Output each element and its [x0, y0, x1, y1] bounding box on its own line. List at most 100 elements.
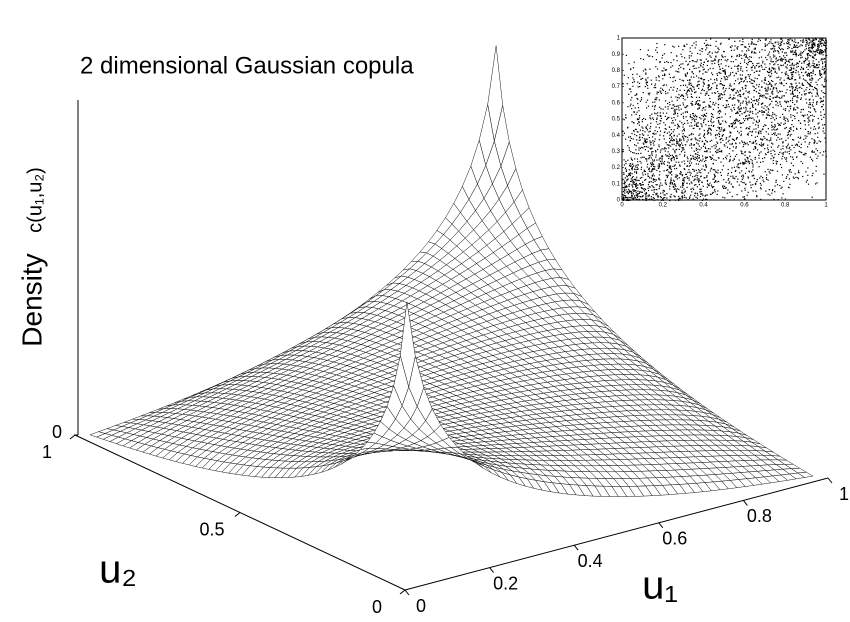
inset-point: [714, 92, 716, 94]
inset-point: [778, 67, 780, 70]
inset-point: [768, 51, 771, 53]
inset-point: [727, 103, 729, 106]
inset-point: [624, 192, 626, 194]
inset-point: [637, 168, 639, 170]
inset-point: [822, 54, 824, 56]
inset-point: [665, 148, 667, 150]
inset-point: [766, 70, 768, 73]
inset-point: [717, 157, 720, 159]
inset-point: [813, 63, 816, 65]
inset-point: [705, 159, 707, 162]
inset-point: [671, 122, 673, 124]
inset-point: [629, 190, 631, 192]
inset-point: [681, 161, 683, 163]
inset-point: [698, 184, 700, 186]
inset-point: [710, 132, 712, 134]
inset-point: [753, 119, 755, 121]
inset-point: [774, 153, 776, 155]
inset-point: [660, 197, 662, 199]
inset-point: [785, 126, 788, 129]
inset-point: [653, 108, 656, 110]
inset-point: [814, 133, 816, 135]
inset-point: [823, 69, 825, 71]
inset-point: [727, 76, 729, 78]
inset-point: [761, 66, 763, 68]
inset-point: [693, 88, 695, 90]
inset-point: [768, 189, 770, 191]
inset-point: [793, 64, 795, 66]
inset-point: [784, 127, 786, 129]
inset-point: [812, 101, 814, 104]
inset-point: [747, 127, 750, 130]
inset-point: [802, 175, 804, 178]
inset-point: [694, 114, 696, 116]
inset-point: [749, 110, 751, 112]
inset-point: [676, 148, 678, 150]
inset-point: [779, 90, 781, 93]
inset-point: [800, 97, 802, 99]
inset-point: [680, 151, 683, 153]
inset-point: [679, 78, 681, 80]
inset-point: [772, 149, 774, 151]
inset-point: [622, 83, 624, 85]
inset-point: [756, 135, 759, 137]
inset-point: [663, 135, 665, 137]
inset-point: [761, 110, 763, 112]
inset-point: [717, 142, 719, 144]
inset-point: [810, 127, 812, 129]
inset-point: [636, 176, 638, 178]
inset-point: [676, 60, 678, 62]
inset-point: [658, 144, 660, 146]
inset-point: [745, 90, 747, 92]
inset-point: [718, 121, 720, 123]
inset-point: [705, 45, 707, 47]
inset-point: [733, 139, 735, 142]
inset-point: [691, 89, 693, 91]
inset-point: [808, 54, 810, 56]
inset-point: [783, 116, 785, 118]
inset-point: [709, 193, 712, 195]
inset-point: [754, 48, 756, 50]
inset-point: [678, 177, 680, 179]
inset-point: [776, 102, 779, 104]
inset-point: [764, 79, 767, 81]
inset-point: [654, 130, 656, 132]
inset-point: [789, 108, 792, 110]
inset-point: [688, 134, 690, 136]
inset-point: [678, 64, 680, 67]
inset-point: [653, 165, 655, 168]
inset-point: [649, 68, 651, 70]
inset-point: [750, 56, 752, 58]
inset-point: [806, 179, 808, 181]
inset-point: [786, 64, 788, 66]
inset-point: [654, 83, 657, 85]
inset-point: [705, 124, 707, 126]
inset-point: [804, 141, 806, 143]
inset-point: [706, 194, 708, 196]
inset-point: [806, 43, 808, 45]
inset-point: [805, 98, 807, 100]
inset-point: [767, 93, 769, 95]
inset-point: [769, 194, 771, 196]
inset-point: [779, 103, 781, 105]
inset-point: [735, 146, 737, 148]
inset-point: [660, 92, 662, 95]
inset-point: [625, 196, 627, 198]
inset-point: [654, 199, 656, 201]
inset-point: [681, 190, 683, 192]
inset-point: [718, 122, 720, 124]
inset-point: [787, 143, 789, 145]
inset-point: [667, 61, 669, 64]
inset-point: [645, 146, 647, 148]
inset-point: [650, 125, 652, 128]
inset-point: [689, 50, 691, 52]
inset-point: [648, 94, 650, 96]
inset-point: [821, 42, 823, 44]
inset-point: [768, 104, 770, 106]
inset-point: [751, 160, 753, 162]
inset-point: [728, 38, 730, 40]
inset-point: [824, 85, 826, 88]
inset-point: [798, 92, 801, 94]
inset-point: [699, 117, 701, 119]
inset-point: [682, 135, 684, 137]
